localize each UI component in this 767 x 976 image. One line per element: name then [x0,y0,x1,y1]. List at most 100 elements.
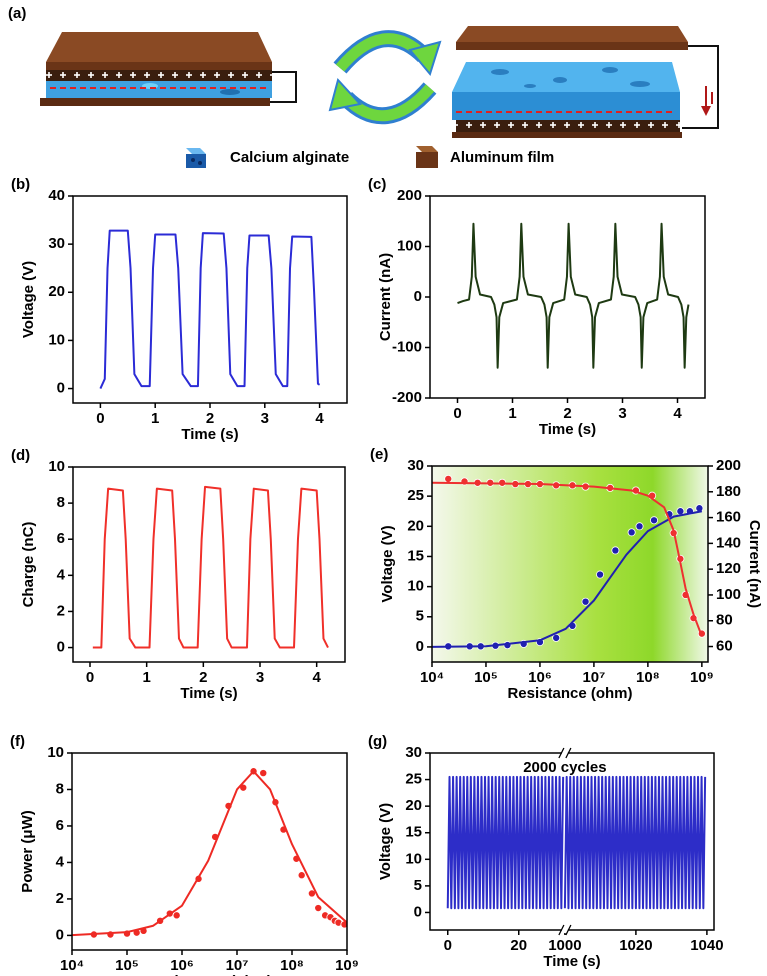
y-tick-label: -100 [392,338,422,355]
y-tick-label: 0 [416,638,424,655]
device-contact [40,32,297,106]
x-tick-label: 10⁸ [636,669,660,686]
y-axis-label: Current (nA) [377,253,394,341]
x-tick-label: 2 [199,669,207,686]
x-tick-label: 0 [86,669,94,686]
y2-tick-label: 140 [716,534,741,551]
x-tick-label: 10⁶ [528,669,552,686]
y-tick-label: 25 [407,487,424,504]
panel-label: (d) [11,447,30,464]
y-tick-label: 0 [57,380,65,397]
panel-label: (g) [368,733,387,750]
y-tick-label: 10 [405,850,422,867]
data-point [172,911,181,920]
data-line [92,485,329,649]
axis-break [558,747,565,759]
y-axis-label: Power (μW) [19,810,36,893]
panel-label: (b) [11,176,30,193]
x-tick-label: 10⁴ [60,957,84,974]
x-tick-label: 10⁹ [690,669,714,686]
x-tick-label: 10⁹ [335,957,359,974]
x-tick-label: 20 [510,937,527,954]
x-tick-label: 10⁵ [115,957,139,974]
y2-tick-label: 80 [716,612,733,629]
data-line [432,510,703,648]
y-tick-label: 30 [407,457,424,474]
annotation: 2000 cycles [523,759,606,776]
y-tick-label: 20 [407,517,424,534]
x-tick-label: 0 [453,405,461,422]
plot-frame [72,466,346,663]
plot-area [72,767,347,939]
y-tick-label: 4 [57,566,66,583]
data-point [596,570,605,579]
plot-area [457,222,690,369]
data-line [563,775,707,910]
plot-area [432,474,706,651]
plot-frame [431,465,709,663]
y-tick-label: 20 [48,283,65,300]
x-tick-label: 0 [444,937,452,954]
x-tick-label: 4 [312,669,321,686]
y2-tick-label: 160 [716,509,741,526]
y-axis-label: Voltage (V) [377,803,394,880]
y2-tick-label: 60 [716,637,733,654]
data-point [259,769,268,778]
x-tick-label: 1 [151,410,159,427]
plot-background [432,466,708,662]
x-axis-label: Time (s) [543,953,600,970]
chart: 0 1 2 3 4 0 2 4 6 8 10 (d) Time (s) Charge (nC) [11,447,346,702]
data-point [581,597,590,606]
axis-break [565,747,572,759]
y-tick-label: 0 [56,926,64,943]
y-tick-label: 0 [57,639,65,656]
data-point [635,522,644,531]
x-tick-label: 4 [315,410,324,427]
data-point [297,871,306,880]
data-line [99,229,321,389]
x-tick-label: 10⁸ [280,957,304,974]
x-tick-label: 3 [256,669,264,686]
data-point [650,516,659,525]
y-tick-label: 5 [414,877,422,894]
x-tick-label: 10⁶ [170,957,194,974]
x-tick-label: 2 [563,405,571,422]
diagram: (a) [8,5,719,168]
x-axis-label: Time (s) [181,426,238,443]
x-tick-label: 1 [508,405,516,422]
y2-tick-label: 180 [716,483,741,500]
data-point [611,546,620,555]
axis-break-gap [561,750,568,756]
panel-label: (a) [8,5,26,22]
x-tick-label: 10⁵ [474,669,498,686]
legend-label: Aluminum film [450,149,554,166]
data-line [446,775,565,910]
y-tick-label: 10 [407,578,424,595]
x-axis-label: Time (s) [539,421,596,438]
y-tick-label: 4 [56,853,65,870]
plot-frame [72,195,348,404]
plot-frame [429,195,706,399]
y-tick-label: 10 [48,458,65,475]
y-tick-label: 8 [57,494,65,511]
y2-tick-label: 100 [716,586,741,603]
y-tick-label: 25 [405,771,422,788]
y-tick-label: -200 [392,389,422,406]
axis-break-gap [561,927,568,933]
y-tick-label: 10 [48,331,65,348]
x-axis-label: Resistance (ohm) [507,685,632,702]
y-tick-label: 2 [56,890,64,907]
plot-area [92,485,329,649]
data-line [457,222,690,369]
plot-area [99,229,321,389]
x-tick-label: 4 [673,405,682,422]
x-tick-label: 2 [206,410,214,427]
panel-label: (f) [10,733,25,750]
y-tick-label: 20 [405,797,422,814]
data-point [314,904,323,913]
chart: 10⁴ 10⁵ 10⁶ 10⁷ 10⁸ 10⁹ 0 2 4 6 8 10 (f) Resistance (… [10,733,359,976]
y-tick-label: 30 [48,235,65,252]
y-tick-label: 15 [405,824,422,841]
